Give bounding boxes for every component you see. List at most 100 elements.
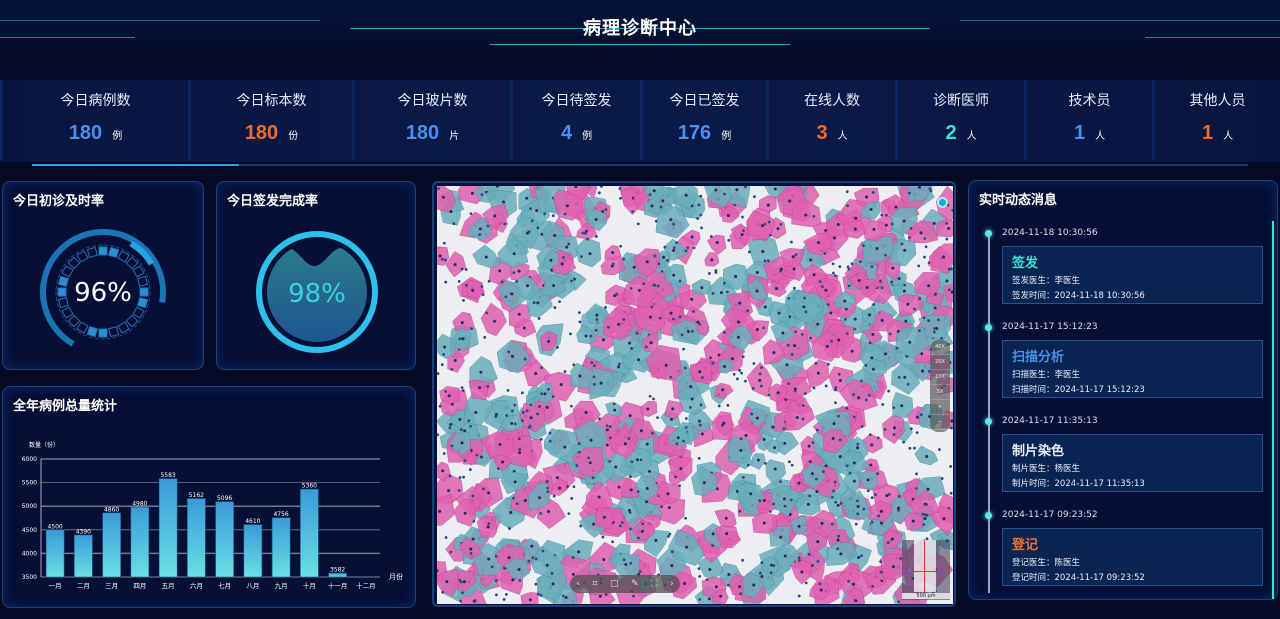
leukocyte xyxy=(923,255,926,259)
leukocyte xyxy=(678,484,681,488)
cell-nucleus xyxy=(589,438,593,442)
page-title: 病理诊断中心 xyxy=(583,18,697,39)
leukocyte xyxy=(684,516,688,520)
leukocyte xyxy=(440,257,444,261)
leukocyte xyxy=(697,456,701,460)
gauge-segment xyxy=(98,328,108,338)
leukocyte xyxy=(885,213,888,217)
leukocyte xyxy=(758,499,762,503)
zoom-level-button[interactable]: + xyxy=(930,400,950,415)
leukocyte xyxy=(615,292,619,296)
leukocyte xyxy=(667,534,670,538)
leukocyte xyxy=(881,403,885,406)
leukocyte xyxy=(547,387,550,391)
header-decor-line xyxy=(1145,37,1280,38)
cell-nucleus xyxy=(942,255,946,259)
stat-value: 176 例 xyxy=(643,122,766,145)
leukocyte xyxy=(887,389,891,393)
leukocyte xyxy=(448,474,452,478)
cell-nucleus xyxy=(553,233,557,237)
cell-nucleus xyxy=(851,582,855,586)
gauge-segment xyxy=(137,297,149,309)
leukocyte xyxy=(832,489,835,493)
viewer-toolbar: ‹ ⌗ ▢ ✎ ⛶ › xyxy=(570,575,680,593)
timeline-time: 2024-11-17 09:23:52 xyxy=(1002,510,1098,520)
feed-scrollbar[interactable] xyxy=(1272,221,1274,599)
chevron-right-icon[interactable]: › xyxy=(670,579,674,589)
cell-nucleus xyxy=(819,588,823,592)
cell-nucleus xyxy=(669,218,673,222)
leukocyte xyxy=(528,424,532,428)
leukocyte xyxy=(870,520,874,524)
zoom-level-button[interactable]: 5X xyxy=(930,385,950,400)
leukocyte xyxy=(709,235,713,238)
cell-nucleus xyxy=(758,378,762,382)
leukocyte xyxy=(951,208,953,212)
cell-nucleus xyxy=(755,270,759,274)
leukocyte xyxy=(856,512,860,516)
feed-card[interactable]: 签发 签发医生：李医生 签发时间：2024-11-18 10:30:56 xyxy=(1002,246,1263,304)
leukocyte xyxy=(604,208,608,212)
cell-nucleus xyxy=(857,396,861,400)
leukocyte xyxy=(630,460,634,464)
cell-nucleus xyxy=(517,269,521,273)
gauge-segment xyxy=(57,275,69,287)
leukocyte xyxy=(732,372,736,376)
viewer-settings-icon[interactable] xyxy=(937,197,948,208)
slide-image[interactable] xyxy=(437,186,953,604)
leukocyte xyxy=(860,425,864,428)
leukocyte xyxy=(720,423,724,427)
cell-nucleus xyxy=(640,529,644,533)
zoom-level-button[interactable]: 20X xyxy=(930,355,950,370)
cell-nucleus xyxy=(632,265,636,269)
chevron-left-icon[interactable]: ‹ xyxy=(576,579,580,589)
leukocyte xyxy=(831,271,835,275)
minimap-viewport[interactable] xyxy=(914,540,936,592)
zoom-control[interactable]: 40X 20X 10X 5X + − xyxy=(930,340,950,432)
cell-nucleus xyxy=(555,476,559,480)
leukocyte xyxy=(892,433,896,437)
minimap[interactable]: 500 μm xyxy=(902,540,950,600)
cell-nucleus xyxy=(911,519,915,523)
cell-nucleus xyxy=(755,289,759,293)
data-label: 4756 xyxy=(273,511,288,518)
leukocyte xyxy=(698,574,702,578)
cell-nucleus xyxy=(458,417,462,421)
rectangle-icon[interactable]: ▢ xyxy=(610,579,619,589)
leukocyte xyxy=(683,366,687,370)
cell-nucleus xyxy=(637,288,641,292)
leukocyte xyxy=(595,318,599,321)
zoom-level-button[interactable]: 10X xyxy=(930,370,950,385)
feed-card[interactable]: 登记 登记医生：陈医生 登记时间：2024-11-17 09:23:52 xyxy=(1002,528,1263,586)
fullscreen-icon[interactable]: ⛶ xyxy=(651,579,658,589)
cell-nucleus xyxy=(700,286,704,290)
x-tick-label: 九月 xyxy=(275,581,288,590)
leukocyte xyxy=(830,339,834,343)
leukocyte xyxy=(632,594,635,598)
crop-icon[interactable]: ⌗ xyxy=(592,579,598,589)
zoom-level-button[interactable]: − xyxy=(930,415,950,430)
leukocyte xyxy=(699,403,703,407)
cell-nucleus xyxy=(714,188,718,192)
feed-card[interactable]: 扫描分析 扫描医生：李医生 扫描时间：2024-11-17 15:12:23 xyxy=(1002,340,1263,398)
leukocyte xyxy=(452,222,456,226)
stats-bar: 今日病例数 180 例今日标本数 180 份今日玻片数 180 片今日待签发 4 例今日已签发 1… xyxy=(0,80,1280,162)
leukocyte xyxy=(837,534,841,538)
slide-viewer[interactable] xyxy=(432,181,956,607)
x-tick-label: 八月 xyxy=(246,582,259,590)
leukocyte xyxy=(504,295,508,299)
feed-card-time: 扫描时间：2024-11-17 15:12:23 xyxy=(1012,385,1145,395)
cell xyxy=(714,382,734,399)
leukocyte xyxy=(503,222,507,226)
feed-card-title: 签发 xyxy=(1012,256,1039,271)
feed-card[interactable]: 制片染色 制片医生：杨医生 制片时间：2024-11-17 11:35:13 xyxy=(1002,434,1263,492)
data-label: 4980 xyxy=(132,501,147,508)
cell-nucleus xyxy=(546,509,550,513)
leukocyte xyxy=(880,286,884,290)
cell-nucleus xyxy=(762,521,766,525)
zoom-level-button[interactable]: 40X xyxy=(930,340,950,355)
cell-nucleus xyxy=(559,383,563,387)
pen-icon[interactable]: ✎ xyxy=(631,579,639,589)
data-label: 5360 xyxy=(302,483,317,490)
leukocyte xyxy=(723,192,727,196)
